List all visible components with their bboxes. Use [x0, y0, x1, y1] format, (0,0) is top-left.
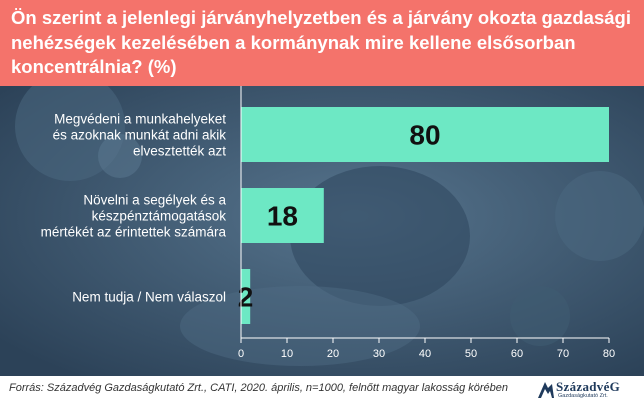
- logo-subtitle: Gazdaságkutató Zrt.: [558, 393, 608, 399]
- bar: [241, 269, 251, 324]
- category-label: készpénztámogatások: [92, 209, 227, 224]
- data-label: 2: [238, 282, 254, 313]
- x-tick-label: 20: [327, 348, 339, 360]
- logo-mark-icon: [538, 382, 554, 398]
- category-label: Megvédeni a munkahelyeket: [54, 112, 226, 127]
- category-label: és azoknak munkát adni akik: [53, 128, 227, 143]
- x-tick-label: 0: [238, 348, 244, 360]
- category-label: elvesztették azt: [133, 144, 226, 159]
- data-label: 80: [409, 120, 440, 151]
- bar: [241, 107, 609, 162]
- x-tick-label: 10: [281, 348, 293, 360]
- x-tick-label: 60: [511, 348, 523, 360]
- x-tick-label: 40: [419, 348, 431, 360]
- x-tick-label: 30: [373, 348, 385, 360]
- category-label: Nem tudja / Nem válaszol: [72, 290, 226, 305]
- x-tick-label: 80: [603, 348, 615, 360]
- header: Ön szerint a jelenlegi járványhelyzetben…: [0, 0, 644, 86]
- x-tick-label: 70: [557, 348, 569, 360]
- category-label: Növelni a segélyek és a: [83, 193, 226, 208]
- footer: Forrás: Századvég Gazdaságkutató Zrt., C…: [0, 376, 644, 403]
- x-tick-label: 50: [465, 348, 477, 360]
- data-label: 18: [267, 201, 298, 232]
- bar: [241, 188, 324, 243]
- chart-title: Ön szerint a jelenlegi járványhelyzetben…: [11, 7, 631, 77]
- category-label: mértékét az érintettek számára: [41, 225, 227, 240]
- source-note: Forrás: Századvég Gazdaságkutató Zrt., C…: [9, 382, 509, 394]
- logo: SzázadvéG Gazdaságkutató Zrt.: [536, 378, 632, 402]
- logo-name: SzázadvéG: [556, 379, 621, 394]
